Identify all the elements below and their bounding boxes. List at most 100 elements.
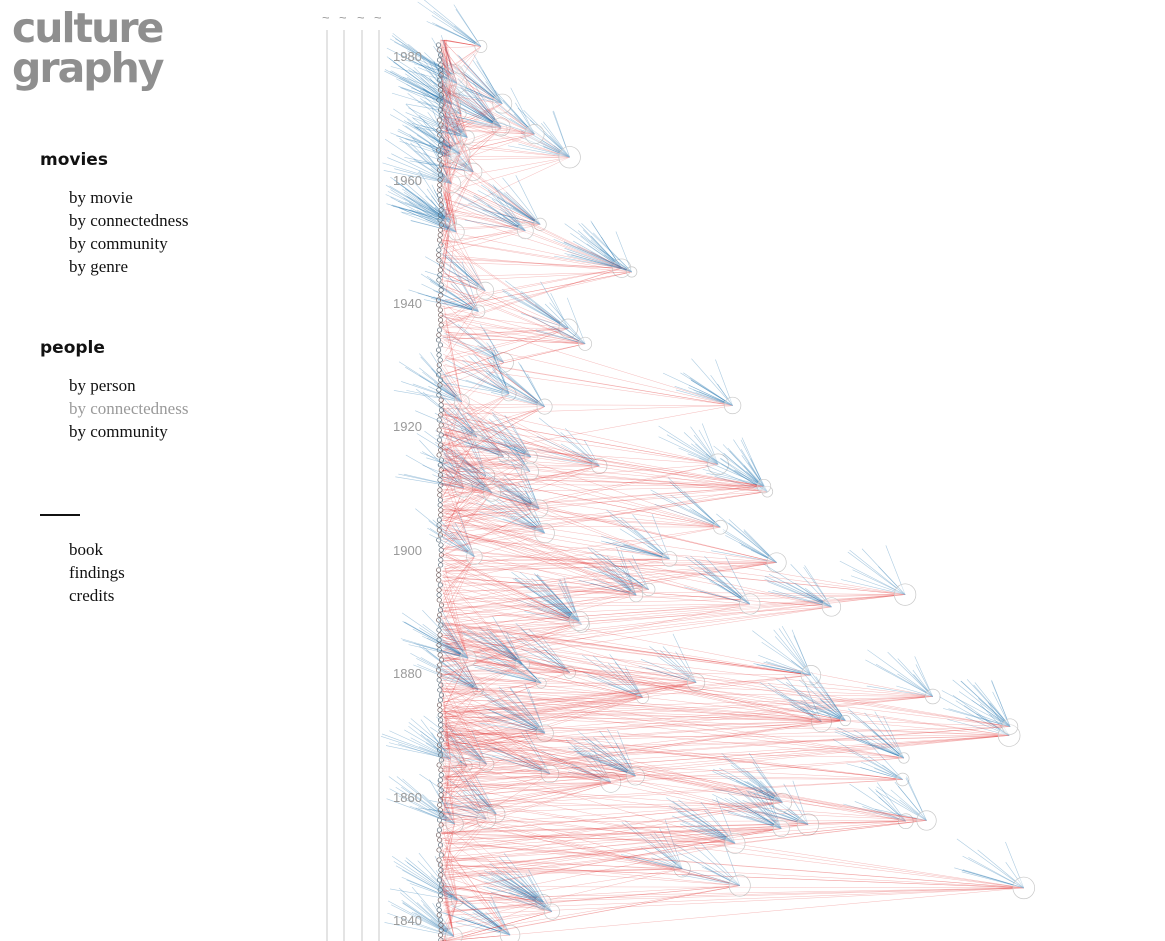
graph-node[interactable] bbox=[438, 207, 444, 213]
influence-hub[interactable] bbox=[440, 326, 553, 466]
graph-node[interactable] bbox=[437, 117, 443, 123]
influence-hub[interactable] bbox=[395, 39, 460, 129]
graph-node[interactable] bbox=[435, 667, 442, 673]
graph-node[interactable] bbox=[438, 657, 445, 663]
graph-node[interactable] bbox=[437, 802, 443, 808]
graph-node[interactable] bbox=[438, 482, 444, 488]
graph-node[interactable] bbox=[436, 912, 442, 918]
graph-node[interactable] bbox=[438, 67, 444, 73]
graph-node[interactable] bbox=[437, 717, 444, 723]
influence-hub[interactable] bbox=[440, 609, 706, 744]
graph-node[interactable] bbox=[438, 292, 444, 298]
influence-hub[interactable] bbox=[440, 561, 590, 678]
influence-hub[interactable] bbox=[397, 708, 473, 806]
influence-hub[interactable] bbox=[440, 811, 552, 941]
menu-item-movies-by-connectedness[interactable]: by connectedness bbox=[69, 211, 189, 230]
menu-item-movies-by-movie[interactable]: by movie bbox=[69, 188, 133, 207]
graph-node[interactable] bbox=[438, 542, 444, 548]
graph-node[interactable] bbox=[438, 842, 444, 848]
influence-hub[interactable] bbox=[440, 730, 937, 881]
graph-node[interactable] bbox=[438, 822, 444, 828]
graph-node[interactable] bbox=[437, 707, 443, 713]
graph-node[interactable] bbox=[437, 152, 443, 158]
graph-node[interactable] bbox=[436, 747, 443, 753]
influence-hub[interactable] bbox=[440, 381, 538, 522]
graph-node[interactable] bbox=[438, 767, 444, 773]
influence-graph[interactable]: ~ ~ ~ ~ 1980 1960 1940 1920 1900 1880 18… bbox=[300, 0, 1165, 941]
graph-node[interactable] bbox=[436, 257, 442, 263]
scrollbar-tracks[interactable]: ~ ~ ~ ~ bbox=[322, 10, 382, 941]
graph-node[interactable] bbox=[437, 687, 443, 693]
graph-node[interactable] bbox=[437, 887, 443, 893]
influence-hub[interactable] bbox=[441, 483, 555, 568]
graph-node[interactable] bbox=[436, 572, 442, 578]
graph-node[interactable] bbox=[437, 357, 443, 363]
influence-hub[interactable] bbox=[395, 395, 474, 541]
influence-hub[interactable] bbox=[440, 515, 917, 649]
graph-node[interactable] bbox=[438, 507, 444, 513]
graph-node[interactable] bbox=[438, 722, 444, 728]
graph-node[interactable] bbox=[438, 692, 444, 698]
graph-node[interactable] bbox=[438, 872, 444, 878]
influence-hub[interactable] bbox=[441, 385, 539, 511]
graph-node[interactable] bbox=[436, 127, 442, 133]
graph-node[interactable] bbox=[437, 607, 444, 613]
influence-hub[interactable] bbox=[390, 140, 465, 294]
graph-node[interactable] bbox=[436, 877, 443, 883]
graph-node[interactable] bbox=[436, 347, 442, 353]
influence-hub[interactable] bbox=[405, 49, 475, 200]
graph-node[interactable] bbox=[438, 92, 444, 98]
influence-hub[interactable] bbox=[441, 520, 842, 667]
influence-hub[interactable] bbox=[441, 299, 514, 421]
graph-node[interactable] bbox=[438, 772, 444, 778]
graph-node[interactable] bbox=[436, 332, 442, 338]
graph-node[interactable] bbox=[437, 807, 443, 813]
graph-node[interactable] bbox=[436, 372, 442, 378]
influence-hub[interactable] bbox=[433, 50, 508, 182]
graph-node[interactable] bbox=[436, 387, 442, 393]
influence-hub[interactable] bbox=[440, 414, 549, 557]
graph-node[interactable] bbox=[435, 832, 442, 838]
influence-hub[interactable] bbox=[439, 67, 581, 217]
graph-node[interactable] bbox=[437, 157, 443, 163]
graph-node[interactable] bbox=[437, 182, 443, 188]
influence-hub[interactable] bbox=[415, 464, 483, 619]
graph-node[interactable] bbox=[438, 787, 444, 793]
influence-hub[interactable] bbox=[439, 728, 645, 831]
graph-node[interactable] bbox=[436, 47, 442, 53]
graph-node[interactable] bbox=[438, 892, 444, 898]
graph-node[interactable] bbox=[438, 227, 444, 233]
graph-node[interactable] bbox=[437, 437, 443, 443]
influence-hub[interactable] bbox=[418, 732, 497, 873]
graph-node[interactable] bbox=[438, 402, 444, 408]
graph-node[interactable] bbox=[438, 552, 444, 558]
graph-node[interactable] bbox=[438, 467, 444, 473]
graph-node[interactable] bbox=[438, 512, 444, 518]
influence-hub[interactable] bbox=[416, 424, 496, 532]
influence-hub[interactable] bbox=[440, 128, 547, 250]
graph-node[interactable] bbox=[436, 567, 442, 573]
influence-hub[interactable] bbox=[440, 683, 910, 799]
graph-node[interactable] bbox=[437, 477, 443, 483]
graph-node[interactable] bbox=[437, 777, 443, 783]
influence-hub[interactable] bbox=[440, 500, 656, 637]
graph-node[interactable] bbox=[438, 112, 444, 118]
graph-node[interactable] bbox=[438, 867, 444, 873]
influence-hub[interactable] bbox=[386, 733, 464, 877]
graph-node[interactable] bbox=[436, 237, 443, 243]
menu-item-movies-by-genre[interactable]: by genre bbox=[69, 257, 129, 276]
influence-hub[interactable] bbox=[440, 402, 729, 526]
graph-node[interactable] bbox=[438, 797, 444, 803]
graph-node[interactable] bbox=[435, 297, 442, 303]
graph-node[interactable] bbox=[438, 162, 444, 168]
graph-node[interactable] bbox=[437, 782, 443, 788]
graph-node[interactable] bbox=[436, 627, 442, 633]
graph-node[interactable] bbox=[438, 287, 444, 293]
graph-node[interactable] bbox=[437, 632, 443, 638]
graph-node[interactable] bbox=[438, 562, 444, 568]
influence-hub[interactable] bbox=[441, 470, 678, 604]
influence-hub[interactable] bbox=[415, 376, 483, 500]
graph-node[interactable] bbox=[437, 187, 443, 193]
graph-node[interactable] bbox=[437, 697, 444, 703]
graph-node[interactable] bbox=[438, 52, 444, 58]
